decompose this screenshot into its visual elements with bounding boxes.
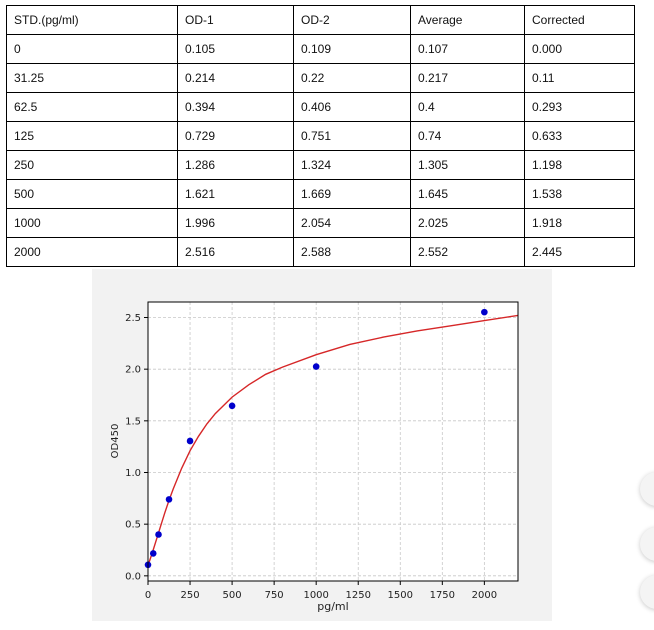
table-cell: 1.538	[524, 179, 635, 209]
x-tick-label: 500	[223, 590, 242, 601]
x-tick-label: 1750	[430, 590, 455, 601]
table-cell: 62.5	[6, 92, 178, 122]
side-circle-button[interactable]	[640, 472, 654, 506]
y-tick-label: 2.5	[125, 313, 141, 324]
chart-panel: 0 250 500 750 1000 1250 1500 1750 2000 0.0 0.5 1.0 1…	[92, 269, 552, 621]
y-tick-label: 1.5	[125, 416, 141, 427]
table-row: 31.25 0.214 0.22 0.217 0.11	[6, 63, 635, 93]
data-point	[149, 550, 157, 557]
header-od-2: OD-2	[293, 5, 411, 35]
data-point	[481, 308, 488, 316]
table-cell: 0.729	[177, 121, 294, 151]
table-cell: 2.516	[177, 237, 294, 267]
y-tick-label: 2.0	[125, 365, 141, 376]
header-od-1: OD-1	[177, 5, 294, 35]
table-cell: 2.588	[293, 237, 411, 267]
table-cell: 0.74	[410, 121, 525, 151]
table-cell: 1.621	[177, 179, 294, 209]
table-cell: 1.286	[177, 150, 294, 180]
table-cell: 0.105	[177, 34, 294, 64]
x-axis-label: pg/ml	[317, 600, 348, 613]
table-row: 500 1.621 1.669 1.645 1.538	[6, 179, 635, 209]
table-cell: 0.107	[410, 34, 525, 64]
x-tick-label: 250	[180, 590, 199, 601]
table-cell: 0.293	[524, 92, 635, 122]
standard-curve-table: STD.(pg/ml) OD-1 OD-2 Average Corrected …	[6, 5, 635, 267]
table-cell: 1.645	[410, 179, 525, 209]
header-std: STD.(pg/ml)	[6, 5, 178, 35]
fit-curve-layer	[147, 314, 519, 566]
y-tick-label: 0.5	[125, 520, 141, 531]
x-tick-label: 1250	[346, 590, 371, 601]
data-point	[155, 531, 162, 538]
table-cell: 0.406	[293, 92, 411, 122]
axis-ticks: 0 250 500 750 1000 1250 1500 1750 2000 0.0 0.5 1.0 1…	[125, 313, 497, 601]
x-tick-label: 2000	[472, 590, 497, 601]
plot-frame	[147, 301, 519, 582]
y-tick-label: 0.0	[125, 571, 141, 582]
table-cell: 2.025	[410, 208, 525, 238]
header-average: Average	[410, 5, 525, 35]
table-cell: 125	[6, 121, 178, 151]
table-row: 1000 1.996 2.054 2.025 1.918	[6, 208, 635, 238]
grid-lines	[147, 302, 518, 581]
table-cell: 0.11	[524, 63, 635, 93]
table-row: 2000 2.516 2.588 2.552 2.445	[6, 237, 635, 267]
table-cell: 1.198	[524, 150, 635, 180]
standard-curve-chart: 0 250 500 750 1000 1250 1500 1750 2000 0.0 0.5 1.0 1…	[110, 301, 519, 613]
x-tick-label: 1500	[388, 590, 413, 601]
table-cell: 0.751	[293, 121, 411, 151]
table-header-row: STD.(pg/ml) OD-1 OD-2 Average Corrected	[6, 5, 635, 35]
table-cell: 0.217	[410, 63, 525, 93]
table-cell: 0	[6, 34, 178, 64]
header-corrected: Corrected	[524, 5, 635, 35]
table-cell: 0.22	[293, 63, 411, 93]
table-cell: 2.445	[524, 237, 635, 267]
y-axis-label: OD450	[110, 424, 121, 459]
table-cell: 250	[6, 150, 178, 180]
data-point	[186, 437, 194, 445]
table-cell: 0.394	[177, 92, 294, 122]
table-cell: 1.324	[293, 150, 411, 180]
table-cell: 31.25	[6, 63, 178, 93]
table-cell: 0.000	[524, 34, 635, 64]
table-row: 250 1.286 1.324 1.305 1.198	[6, 150, 635, 180]
data-point	[228, 402, 236, 410]
side-circle-button[interactable]	[640, 527, 654, 561]
y-tick-label: 1.0	[125, 468, 141, 479]
data-point	[312, 363, 320, 370]
table-cell: 0.633	[524, 121, 635, 151]
table-row: 62.5 0.394 0.406 0.4 0.293	[6, 92, 635, 122]
table-cell: 0.109	[293, 34, 411, 64]
fit-curve-line	[147, 314, 519, 566]
table-row: 0 0.105 0.109 0.107 0.000	[6, 34, 635, 64]
data-point	[165, 496, 173, 503]
x-tick-label: 1000	[303, 590, 328, 601]
x-tick-label: 0	[145, 590, 151, 601]
table-cell: 2.552	[410, 237, 525, 267]
side-circle-button[interactable]	[640, 575, 654, 609]
table-cell: 500	[6, 179, 178, 209]
table-row: 125 0.729 0.751 0.74 0.633	[6, 121, 635, 151]
table-cell: 1.669	[293, 179, 411, 209]
table-cell: 1.305	[410, 150, 525, 180]
table-cell: 2000	[6, 237, 178, 267]
table-cell: 0.214	[177, 63, 294, 93]
table-cell: 2.054	[293, 208, 411, 238]
x-tick-label: 750	[265, 590, 284, 601]
plot-background	[148, 302, 518, 581]
table-cell: 1.996	[177, 208, 294, 238]
table-cell: 1000	[6, 208, 178, 238]
table-cell: 1.918	[524, 208, 635, 238]
table-cell: 0.4	[410, 92, 525, 122]
